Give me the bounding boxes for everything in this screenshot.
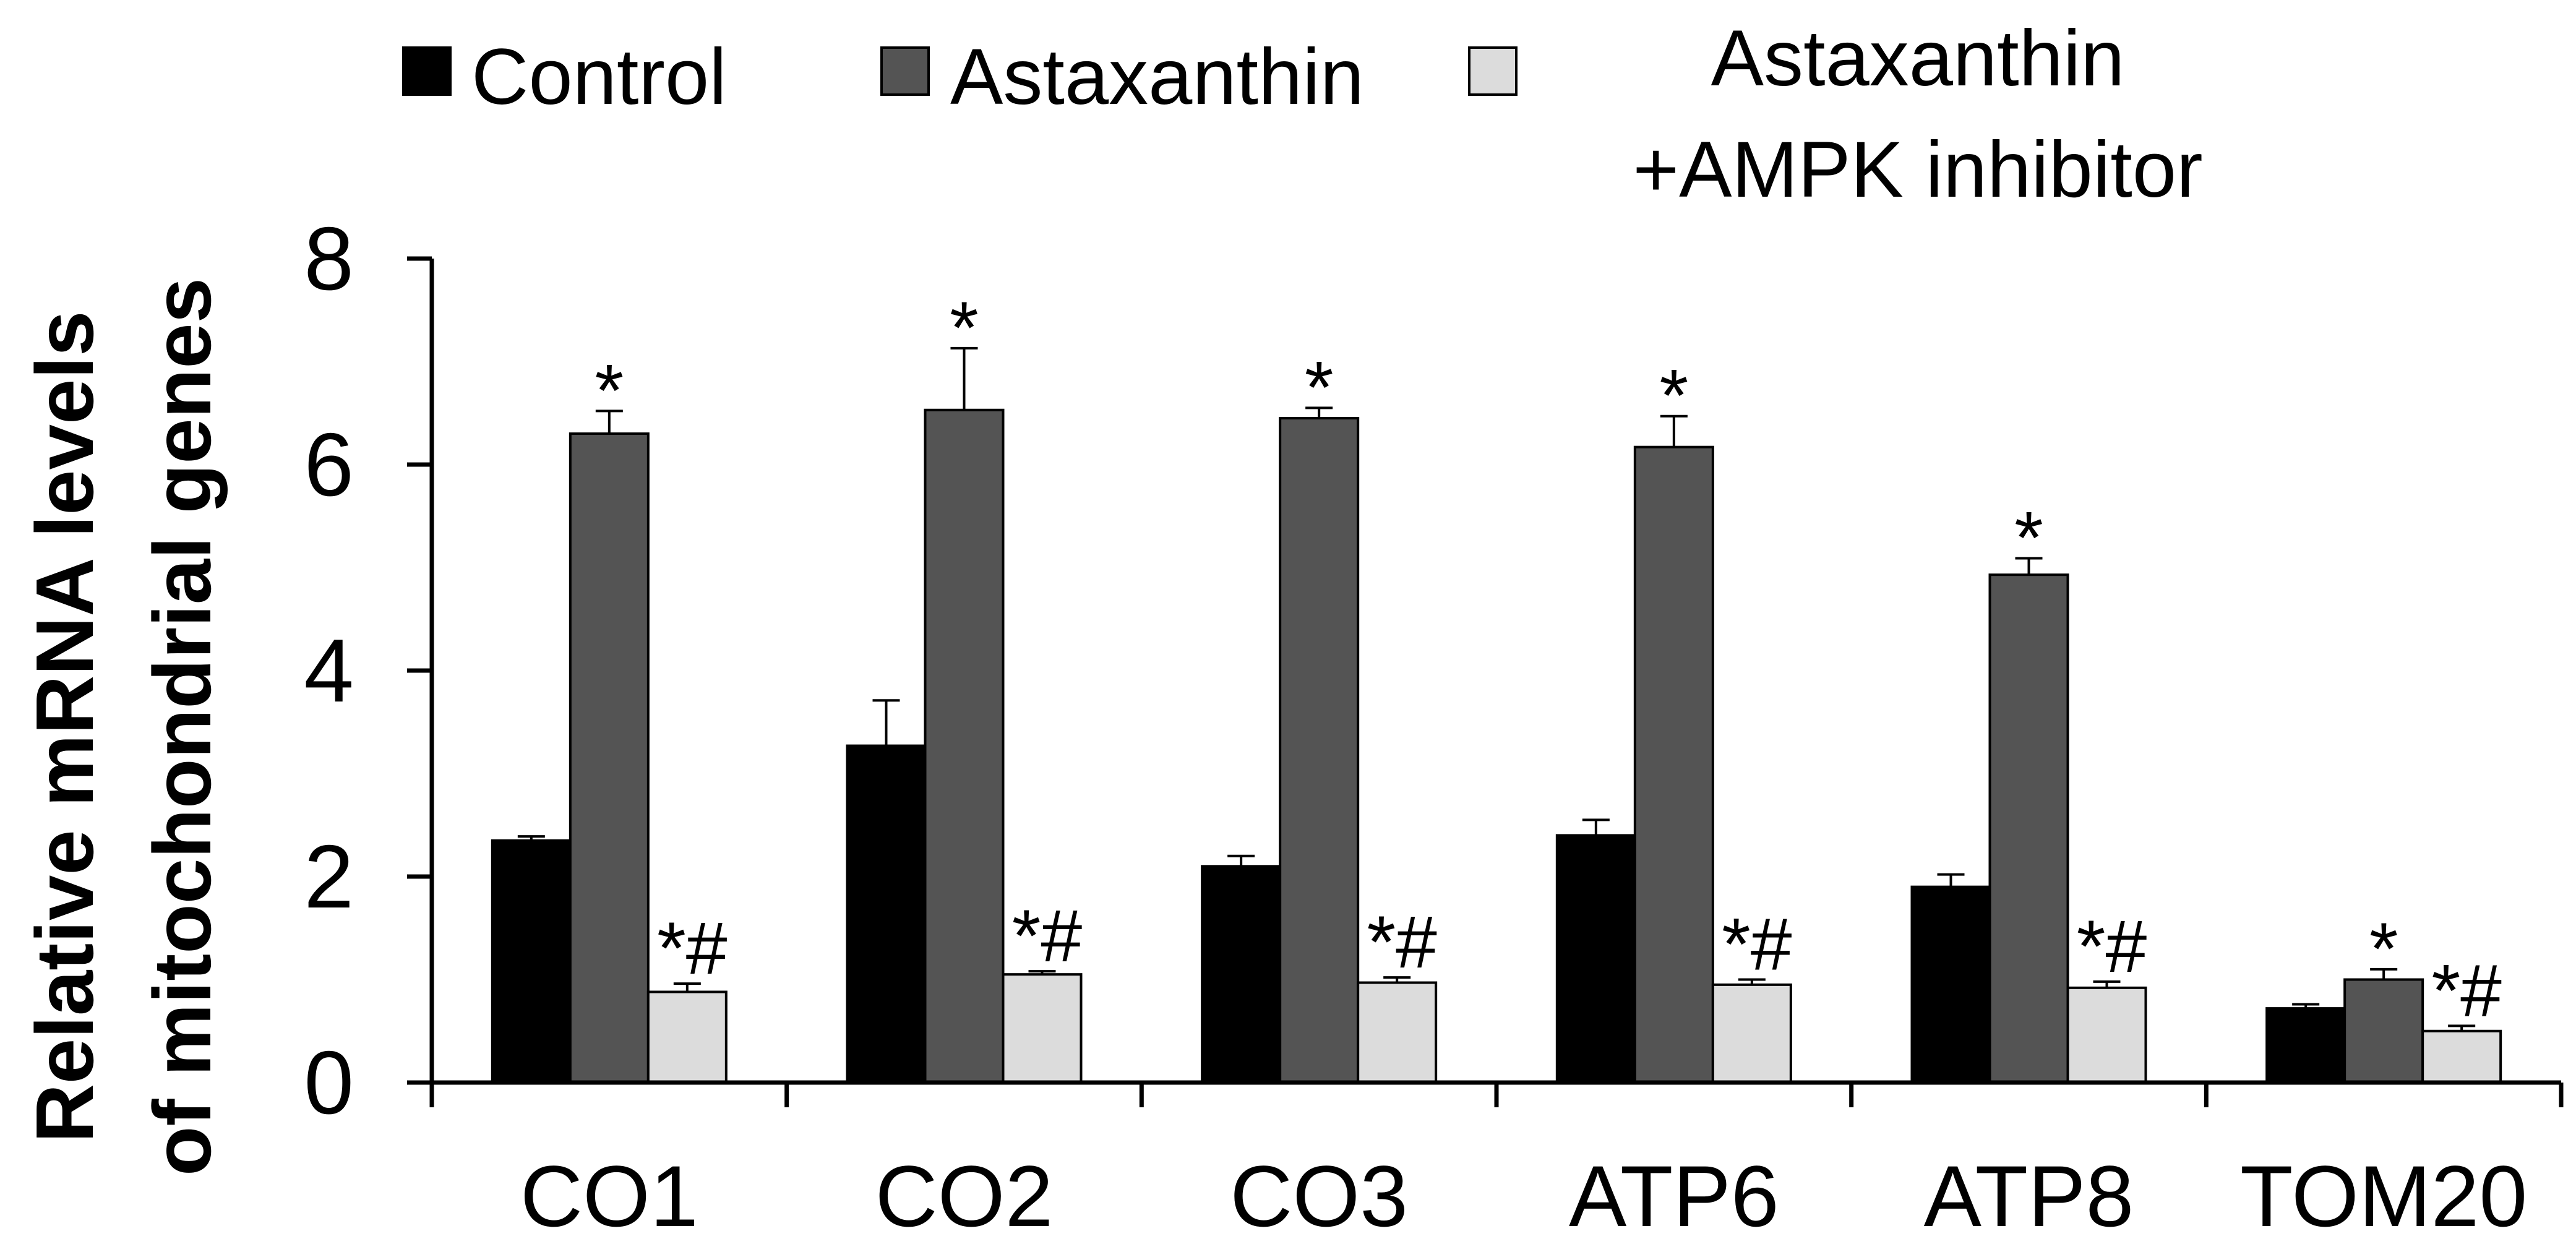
x-tick-label: CO3	[1230, 1147, 1408, 1244]
bar-group-co1: * *#	[491, 349, 728, 1084]
significance-marker: *	[2014, 497, 2043, 580]
y-axis: 0 2 4 6 8	[304, 208, 434, 1133]
significance-marker: *#	[2431, 949, 2502, 1032]
legend-label: +AMPK inhibitor	[1633, 126, 2202, 214]
x-tick-label: CO1	[520, 1147, 698, 1244]
y-axis-label-line: Relative mRNA levels	[19, 311, 110, 1143]
legend: Control Astaxanthin Astaxanthin +AMPK inhib…	[402, 14, 2203, 214]
bar	[1633, 445, 1714, 1084]
bar	[1201, 865, 1282, 1084]
bar	[569, 432, 650, 1084]
bar	[1002, 973, 1083, 1084]
bars-area: * *# * *# * *# * *# * *# * *#	[491, 286, 2502, 1084]
legend-label: Astaxanthin	[1711, 14, 2125, 103]
bar	[846, 744, 927, 1084]
significance-marker: *#	[1012, 894, 1083, 977]
bar	[1988, 573, 2069, 1084]
bar	[2066, 986, 2147, 1084]
significance-marker: *	[950, 286, 979, 369]
bar	[1555, 834, 1636, 1084]
x-axis: CO1 CO2 CO3 ATP6 ATP8 TOM20	[429, 1080, 2564, 1244]
x-tick-label: ATP6	[1569, 1147, 1779, 1244]
bar	[491, 839, 572, 1084]
significance-marker: *	[1659, 354, 1688, 437]
legend-swatch	[402, 46, 452, 96]
significance-marker: *	[2369, 907, 2398, 990]
bar-group-atp6: * *#	[1555, 354, 1792, 1084]
bar-group-tom20: * *#	[2265, 907, 2502, 1084]
legend-item-3: Astaxanthin +AMPK inhibitor	[1468, 14, 2203, 214]
x-tick-label: TOM20	[2240, 1147, 2527, 1244]
significance-marker: *	[1305, 346, 1334, 429]
bar	[1711, 983, 1792, 1084]
bar-group-co2: * *#	[846, 286, 1083, 1084]
bar	[1357, 981, 1438, 1084]
legend-swatch	[880, 46, 930, 96]
bar-group-co3: * *#	[1201, 346, 1438, 1084]
legend-swatch	[1468, 46, 1518, 96]
significance-marker: *#	[1367, 901, 1437, 984]
bar	[924, 408, 1005, 1084]
significance-marker: *#	[1722, 903, 1792, 986]
x-tick-label: CO2	[875, 1147, 1054, 1244]
legend-item-1: Control	[402, 33, 727, 121]
y-tick-label: 2	[304, 826, 354, 927]
y-tick-label: 0	[304, 1032, 354, 1133]
significance-marker: *#	[2077, 905, 2147, 988]
bar	[2421, 1029, 2502, 1084]
bar	[2265, 1007, 2346, 1084]
y-tick-label: 8	[304, 208, 354, 309]
bar	[1279, 417, 1360, 1084]
y-tick-label: 6	[304, 414, 354, 515]
x-tick-label: ATP8	[1924, 1147, 2134, 1244]
legend-label: Control	[471, 33, 727, 121]
y-tick-label: 4	[304, 620, 354, 721]
bar	[646, 990, 728, 1084]
y-axis-label: Relative mRNA levels of mitochondrial gen…	[19, 278, 228, 1176]
bar	[2343, 978, 2424, 1084]
legend-item-2: Astaxanthin	[880, 33, 1364, 121]
bar	[1910, 885, 1991, 1084]
significance-marker: *#	[657, 907, 728, 990]
y-axis-label-line: of mitochondrial genes	[137, 278, 228, 1176]
bar-group-atp8: * *#	[1910, 497, 2147, 1084]
legend-label: Astaxanthin	[950, 33, 1364, 121]
significance-marker: *	[595, 349, 624, 432]
